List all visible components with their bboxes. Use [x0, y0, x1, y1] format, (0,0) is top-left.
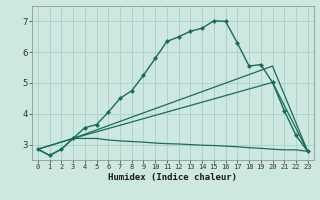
X-axis label: Humidex (Indice chaleur): Humidex (Indice chaleur) [108, 173, 237, 182]
